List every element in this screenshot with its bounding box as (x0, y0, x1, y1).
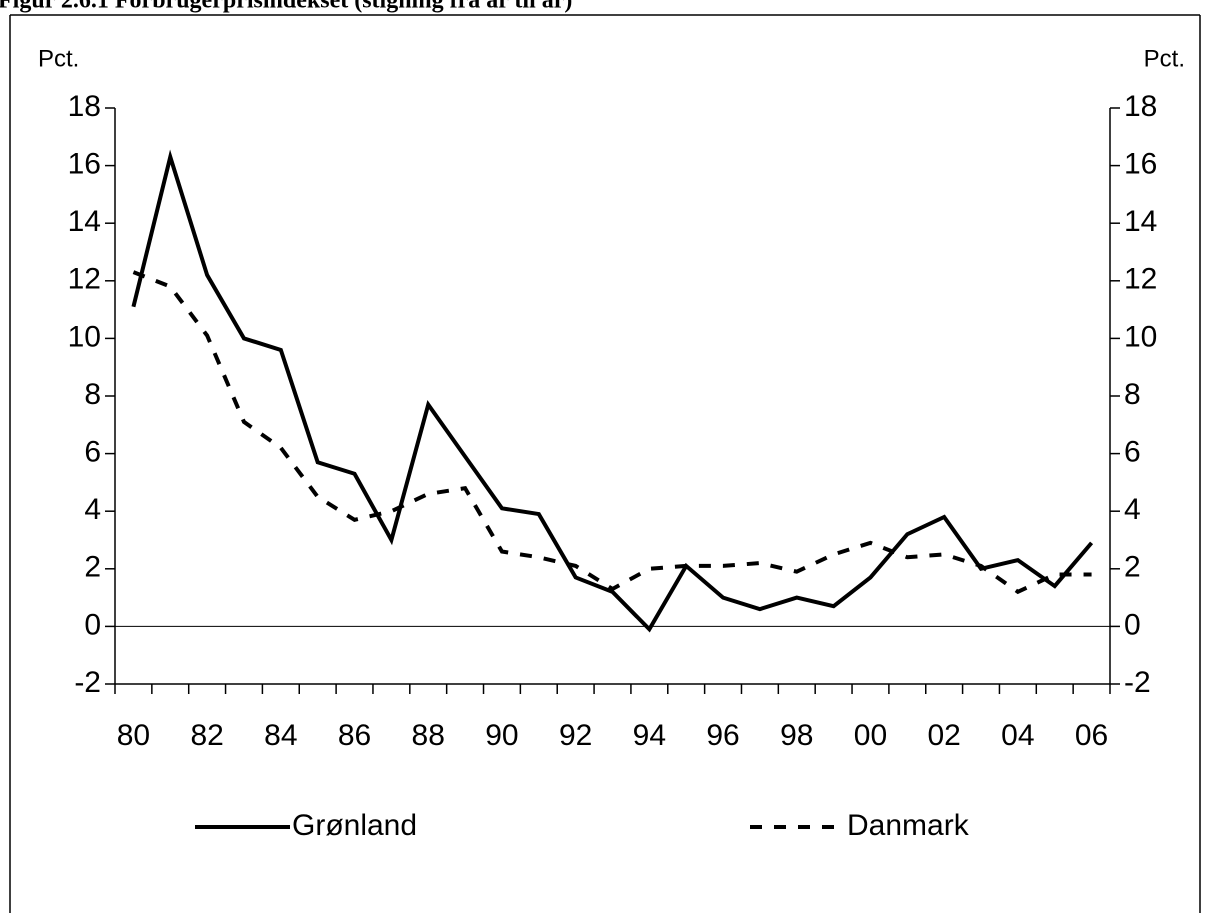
x-tick-label: 88 (412, 719, 445, 752)
x-tick-label: 82 (190, 719, 223, 752)
x-tick-label: 90 (485, 719, 518, 752)
y-tick-label: 2 (84, 551, 101, 584)
x-tick-label: 98 (780, 719, 813, 752)
legend-label: Danmark (847, 809, 970, 842)
y2-axis-label: Pct. (1144, 45, 1185, 72)
y-tick-label: 0 (84, 608, 101, 641)
data-line (131, 149, 1094, 633)
y-tick-label: 12 (68, 263, 101, 296)
y2-tick-label: -2 (1124, 666, 1151, 699)
y2-tick-label: 16 (1124, 148, 1157, 181)
y-tick-label: 6 (84, 436, 101, 469)
x-tick-label: 80 (117, 719, 150, 752)
data-line (132, 270, 1092, 595)
y2-tick-label: 12 (1124, 263, 1157, 296)
y2-tick-label: 2 (1124, 551, 1141, 584)
y2-tick-label: 8 (1124, 378, 1141, 411)
chart-title: Figur 2.6.1 Forbrugerprisindekset (stign… (0, 0, 572, 14)
y2-tick-label: 0 (1124, 608, 1141, 641)
x-tick-label: 02 (927, 719, 960, 752)
y-tick-label: 16 (68, 148, 101, 181)
y2-tick-label: 4 (1124, 493, 1141, 526)
x-tick-label: 96 (706, 719, 739, 752)
y-tick-label: 8 (84, 378, 101, 411)
y2-tick-label: 6 (1124, 436, 1141, 469)
legend-label: Grønland (292, 809, 417, 842)
y2-tick-label: 10 (1124, 320, 1157, 353)
y-tick-label: 14 (68, 205, 101, 238)
y-tick-label: 4 (84, 493, 101, 526)
x-tick-label: 04 (1001, 719, 1034, 752)
x-tick-label: 00 (854, 719, 887, 752)
x-tick-label: 86 (338, 719, 371, 752)
y-tick-label: -2 (74, 666, 101, 699)
x-tick-label: 84 (264, 719, 297, 752)
y2-tick-label: 18 (1124, 90, 1157, 123)
y2-tick-label: 14 (1124, 205, 1157, 238)
x-tick-label: 06 (1075, 719, 1108, 752)
y-tick-label: 18 (68, 90, 101, 123)
y-tick-label: 10 (68, 320, 101, 353)
y-axis-label: Pct. (38, 45, 79, 72)
x-tick-label: 92 (559, 719, 592, 752)
x-tick-label: 94 (633, 719, 666, 752)
